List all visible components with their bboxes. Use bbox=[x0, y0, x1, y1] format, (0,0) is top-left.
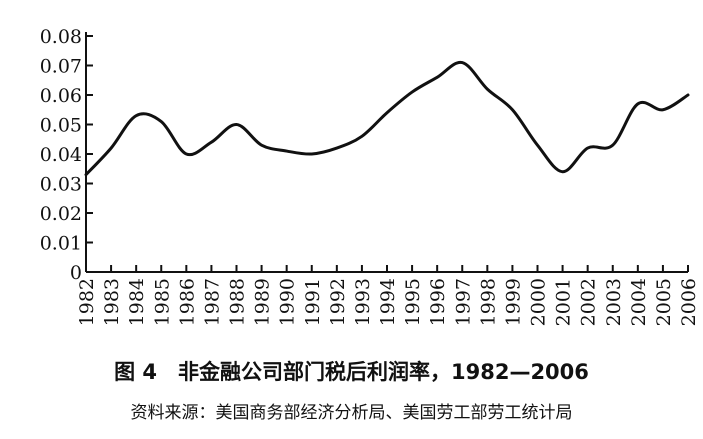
data-point bbox=[360, 135, 363, 138]
x-tick-label: 1998 bbox=[477, 278, 499, 326]
data-point bbox=[687, 94, 690, 97]
data-point bbox=[586, 147, 589, 150]
x-tick-label: 1992 bbox=[327, 278, 349, 326]
x-tick-label: 1985 bbox=[151, 278, 173, 326]
data-point bbox=[335, 147, 338, 150]
y-tick-label: 0.01 bbox=[40, 233, 82, 255]
x-tick-label: 1994 bbox=[377, 278, 399, 326]
x-tick-label: 2002 bbox=[578, 278, 600, 326]
y-axis-ticks: 0 0.01 0.02 0.03 0.04 0.05 0.06 0.07 0.08 bbox=[40, 26, 93, 284]
y-tick-label: 0.06 bbox=[40, 85, 82, 107]
data-point bbox=[636, 102, 639, 105]
data-point bbox=[411, 91, 414, 94]
chart-source: 资料来源：美国商务部经济分析局、美国劳工部劳工统计局 bbox=[130, 403, 573, 423]
series-points bbox=[85, 61, 690, 176]
x-tick-label: 1988 bbox=[227, 278, 249, 326]
data-point bbox=[110, 147, 113, 150]
data-point bbox=[436, 76, 439, 79]
data-point bbox=[661, 108, 664, 111]
data-point bbox=[486, 88, 489, 91]
x-tick-label: 2003 bbox=[603, 278, 625, 326]
x-tick-label: 1990 bbox=[277, 278, 299, 326]
y-tick-label: 0.04 bbox=[40, 144, 82, 166]
x-tick-label: 2000 bbox=[528, 278, 550, 326]
y-tick-label: 0.02 bbox=[40, 203, 82, 225]
y-tick-label: 0.07 bbox=[40, 56, 82, 78]
data-point bbox=[160, 120, 163, 123]
data-point bbox=[511, 108, 514, 111]
data-point bbox=[85, 173, 88, 176]
data-point bbox=[611, 144, 614, 147]
line-chart: 00.010.020.030.040.050.060.070.08 1982 19… bbox=[40, 26, 700, 326]
data-point bbox=[185, 153, 188, 156]
x-tick-label: 1997 bbox=[452, 278, 474, 326]
data-point bbox=[260, 144, 263, 147]
series-line bbox=[84, 60, 690, 177]
x-axis-ticks: 1982 1983 1984 1985 1986 1987 1988 1989 1990 1991… bbox=[76, 265, 700, 326]
data-point bbox=[561, 170, 564, 173]
x-tick-label: 2006 bbox=[678, 278, 700, 326]
y-tick-label: 0.08 bbox=[40, 26, 82, 48]
x-tick-label: 1982 bbox=[76, 278, 98, 326]
x-tick-label: 1984 bbox=[126, 278, 148, 326]
x-tick-label: 2004 bbox=[628, 278, 650, 326]
x-tick-label: 1991 bbox=[302, 278, 324, 326]
x-tick-label: 1986 bbox=[176, 278, 198, 326]
x-tick-label: 2001 bbox=[553, 278, 575, 326]
chart-title: 图 4 非金融公司部门税后利润率，1982—2006 bbox=[114, 360, 589, 384]
data-point bbox=[386, 111, 389, 114]
data-point bbox=[235, 123, 238, 126]
y-tick-label: 0.05 bbox=[40, 115, 82, 137]
y-tick-label: 0 bbox=[70, 262, 82, 284]
x-tick-label: 2005 bbox=[653, 278, 675, 326]
y-tick-label: 0.03 bbox=[40, 174, 82, 196]
data-point bbox=[210, 141, 213, 144]
data-point bbox=[461, 61, 464, 64]
x-tick-label: 1989 bbox=[252, 278, 274, 326]
x-tick-label: 1995 bbox=[402, 278, 424, 326]
x-tick-label: 1983 bbox=[101, 278, 123, 326]
x-tick-label: 1993 bbox=[352, 278, 374, 326]
data-point bbox=[310, 153, 313, 156]
data-point bbox=[536, 144, 539, 147]
x-tick-label: 1999 bbox=[502, 278, 524, 326]
data-point bbox=[285, 150, 288, 153]
data-point bbox=[135, 114, 138, 117]
x-tick-label: 1996 bbox=[427, 278, 449, 326]
x-tick-label: 1987 bbox=[201, 278, 223, 326]
